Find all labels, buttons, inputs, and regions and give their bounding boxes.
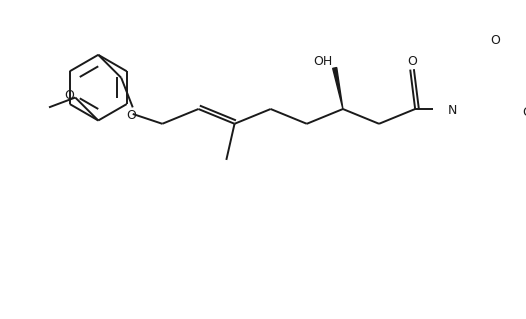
Polygon shape [464, 147, 473, 185]
Polygon shape [332, 68, 343, 109]
Text: N: N [448, 104, 458, 117]
Text: O: O [491, 33, 501, 47]
Text: O: O [522, 106, 526, 119]
Text: O: O [407, 55, 417, 68]
Text: OH: OH [313, 55, 333, 68]
Text: O: O [64, 89, 74, 102]
Text: O: O [126, 109, 136, 122]
